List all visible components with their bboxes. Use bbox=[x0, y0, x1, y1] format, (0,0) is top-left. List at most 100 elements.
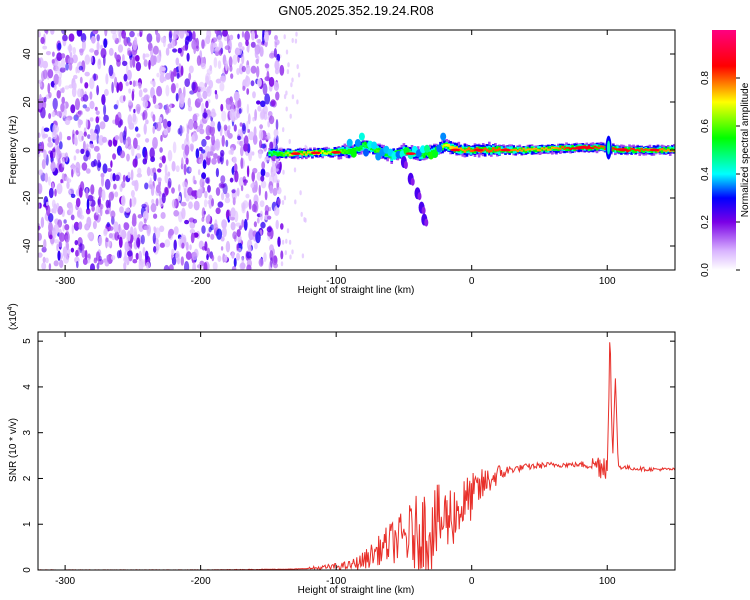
noise-blob bbox=[90, 144, 95, 149]
noise-blob bbox=[202, 90, 208, 100]
ridge-cell bbox=[347, 149, 351, 155]
noise-blob bbox=[198, 158, 203, 164]
noise-blob bbox=[185, 35, 191, 41]
noise-blob bbox=[123, 222, 130, 231]
noise-blob bbox=[127, 50, 132, 57]
noise-blob bbox=[85, 106, 90, 112]
noise-blob bbox=[177, 195, 181, 202]
noise-blob bbox=[65, 63, 69, 71]
noise-blob bbox=[96, 159, 101, 172]
noise-blob bbox=[205, 177, 210, 184]
noise-blob bbox=[87, 194, 94, 202]
noise-fringe bbox=[303, 217, 306, 222]
ridge-cell bbox=[559, 147, 562, 150]
noise-blob bbox=[183, 181, 188, 193]
noise-blob bbox=[229, 65, 233, 72]
snr-x-ticks: -300 -200 -100 0 100 bbox=[55, 332, 616, 587]
ridge-cell bbox=[300, 151, 304, 155]
noise-blob bbox=[71, 168, 74, 178]
noise-blob bbox=[201, 207, 206, 219]
noise-blob bbox=[202, 112, 208, 119]
ridge-cell bbox=[449, 145, 452, 150]
ridge-cell bbox=[286, 153, 290, 157]
figure-title: GN05.2025.352.19.24.R08 bbox=[278, 3, 433, 18]
noise-blob bbox=[131, 196, 137, 207]
noise-blob bbox=[206, 86, 212, 97]
ridge-blob bbox=[371, 141, 378, 150]
noise-blob bbox=[256, 217, 260, 224]
noise-blob bbox=[39, 93, 42, 102]
ridge-cell bbox=[553, 146, 556, 149]
noise-blob bbox=[40, 36, 45, 45]
noise-blob bbox=[38, 225, 41, 230]
ridge-cell bbox=[323, 149, 326, 154]
ridge-cell bbox=[276, 153, 280, 157]
noise-blob bbox=[185, 194, 190, 202]
y-tick-label: 0 bbox=[22, 567, 33, 573]
noise-blob bbox=[258, 184, 261, 196]
noise-blob bbox=[38, 252, 43, 258]
noise-blob bbox=[66, 136, 71, 141]
y-tick-label: 1 bbox=[22, 521, 33, 527]
ridge-cell bbox=[483, 147, 487, 150]
noise-blob bbox=[115, 114, 119, 126]
noise-blob bbox=[196, 189, 203, 199]
noise-blob bbox=[245, 64, 251, 75]
ridge-cell bbox=[339, 149, 343, 153]
noise-blob bbox=[48, 113, 52, 119]
noise-fringe bbox=[288, 239, 292, 245]
noise-blob bbox=[90, 263, 95, 270]
ridge-cell bbox=[650, 149, 654, 153]
ridge-cell bbox=[424, 152, 428, 156]
ridge-cell bbox=[441, 146, 444, 151]
noise-blob bbox=[48, 221, 53, 233]
noise-blob bbox=[165, 84, 170, 97]
noise-blob bbox=[201, 172, 207, 180]
noise-blob bbox=[201, 225, 206, 234]
ridge-cell bbox=[471, 149, 475, 152]
noise-blob bbox=[217, 35, 222, 43]
noise-blob bbox=[192, 113, 198, 123]
noise-blob bbox=[100, 48, 107, 59]
noise-blob bbox=[68, 43, 72, 54]
noise-blob bbox=[73, 74, 78, 80]
spectrogram-image bbox=[38, 30, 675, 270]
noise-blob bbox=[104, 30, 108, 37]
snr-frame bbox=[37, 331, 676, 571]
ridge-cell bbox=[632, 148, 635, 150]
noise-blob bbox=[72, 82, 77, 90]
noise-blob bbox=[64, 224, 70, 231]
x-tick-label: 100 bbox=[599, 276, 616, 287]
ridge-cell bbox=[447, 143, 450, 147]
noise-blob bbox=[87, 232, 93, 240]
ridge-cell bbox=[565, 146, 568, 149]
noise-blob bbox=[191, 134, 195, 143]
noise-fringe bbox=[289, 254, 292, 260]
noise-blob bbox=[246, 165, 250, 178]
noise-blob bbox=[58, 240, 63, 248]
noise-blob bbox=[103, 104, 107, 116]
noise-blob bbox=[259, 210, 264, 221]
noise-blob bbox=[121, 30, 126, 39]
noise-blob bbox=[258, 150, 263, 159]
noise-blob bbox=[82, 104, 88, 109]
noise-blob bbox=[95, 110, 100, 116]
ridge-cell bbox=[542, 148, 546, 151]
noise-blob bbox=[212, 223, 219, 231]
x-tick-label: -200 bbox=[191, 276, 211, 287]
noise-blob bbox=[200, 149, 206, 154]
tail-blob bbox=[421, 206, 426, 215]
noise-blob bbox=[211, 198, 214, 207]
noise-blob bbox=[132, 259, 138, 264]
ridge-cell bbox=[638, 149, 642, 152]
ridge-cell bbox=[658, 148, 662, 151]
noise-blob bbox=[164, 173, 169, 184]
noise-blob bbox=[71, 224, 75, 235]
noise-fringe bbox=[284, 250, 287, 256]
noise-blob bbox=[206, 253, 209, 261]
noise-blob bbox=[46, 205, 51, 217]
noise-blob bbox=[127, 250, 133, 257]
noise-blob bbox=[68, 33, 75, 42]
